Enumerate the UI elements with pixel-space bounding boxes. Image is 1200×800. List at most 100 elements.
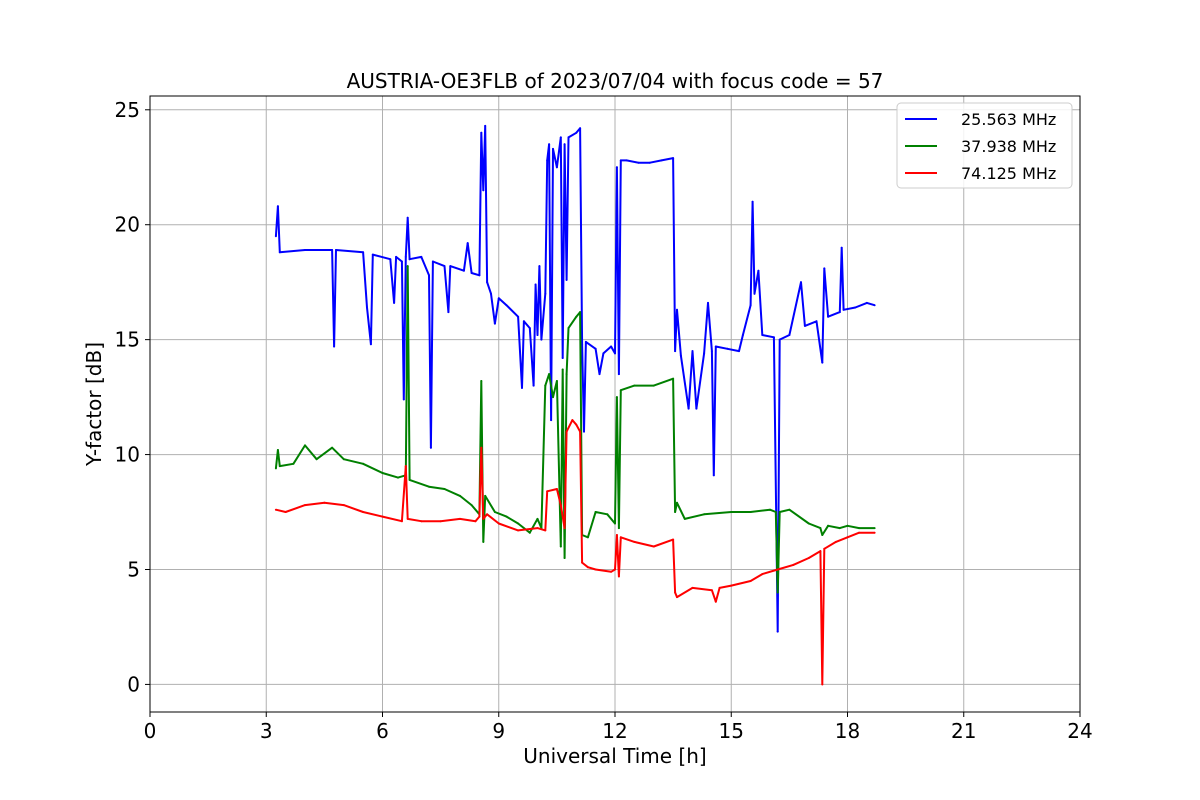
- data-point: [550, 419, 553, 422]
- data-point: [371, 253, 374, 256]
- data-point: [366, 306, 368, 309]
- data-point: [420, 520, 423, 523]
- data-point: [278, 251, 281, 254]
- data-point: [710, 589, 713, 592]
- data-point: [521, 386, 523, 389]
- data-point: [342, 504, 345, 507]
- data-point: [846, 536, 849, 539]
- data-point: [827, 524, 830, 527]
- data-point: [536, 334, 539, 336]
- data-point: [505, 304, 508, 307]
- data-point: [528, 531, 531, 534]
- data-point: [615, 534, 618, 536]
- data-point: [687, 407, 690, 410]
- data-point: [619, 159, 622, 162]
- data-point: [579, 127, 582, 130]
- data-point: [676, 596, 678, 599]
- data-point: [594, 511, 597, 513]
- data-point: [470, 272, 473, 274]
- data-point: [565, 373, 568, 376]
- data-point: [772, 336, 775, 339]
- y-tick-label: 5: [127, 557, 140, 581]
- data-point: [672, 538, 675, 541]
- data-point: [482, 517, 485, 520]
- data-point: [482, 189, 485, 192]
- data-point: [546, 159, 549, 162]
- data-point: [538, 265, 541, 268]
- x-tick-label: 21: [951, 719, 976, 743]
- data-point: [462, 269, 465, 272]
- data-point: [761, 334, 764, 336]
- data-point: [362, 462, 365, 465]
- data-point: [567, 327, 570, 330]
- data-point: [552, 147, 554, 150]
- data-point: [712, 474, 715, 477]
- data-point: [749, 511, 752, 513]
- data-point: [276, 449, 279, 451]
- data-point: [565, 278, 568, 281]
- data-point: [614, 352, 616, 355]
- data-point: [561, 357, 564, 359]
- data-point: [540, 338, 543, 341]
- data-point: [738, 350, 740, 353]
- legend-item: 74.125 MHz: [905, 164, 1056, 183]
- data-point: [619, 389, 622, 392]
- data-point: [544, 384, 547, 387]
- x-tick-label: 18: [835, 719, 860, 743]
- data-point: [674, 350, 677, 353]
- data-point: [517, 529, 520, 532]
- data-point: [449, 265, 452, 268]
- data-point: [447, 311, 450, 314]
- data-point: [672, 157, 675, 160]
- data-point: [679, 354, 682, 357]
- data-point: [807, 522, 810, 525]
- data-point: [714, 345, 717, 348]
- legend-item: 25.563 MHz: [905, 110, 1056, 129]
- data-point: [617, 373, 620, 376]
- data-point: [838, 311, 841, 314]
- data-point: [858, 527, 861, 530]
- data-point: [842, 308, 845, 311]
- data-point: [400, 260, 403, 263]
- data-point: [606, 513, 609, 516]
- y-tick-label: 25: [115, 98, 140, 122]
- data-point: [778, 338, 781, 341]
- data-point: [278, 465, 281, 468]
- data-point: [522, 320, 525, 323]
- data-point: [858, 531, 861, 534]
- data-point: [369, 343, 372, 346]
- data-point: [674, 511, 677, 513]
- data-point: [581, 561, 584, 564]
- data-point: [703, 513, 706, 516]
- data-point: [555, 380, 558, 382]
- data-point: [776, 630, 779, 633]
- x-tick-label: 24: [1067, 719, 1092, 743]
- data-point: [615, 166, 618, 169]
- data-point: [404, 255, 407, 258]
- data-point: [776, 591, 779, 594]
- data-point: [505, 515, 508, 518]
- data-point: [406, 216, 409, 219]
- data-point: [652, 545, 655, 548]
- legend-label: 37.938 MHz: [961, 137, 1056, 156]
- data-point: [823, 267, 826, 270]
- data-point: [594, 568, 597, 571]
- data-point: [459, 494, 461, 497]
- data-point: [493, 322, 496, 325]
- data-point: [559, 136, 562, 139]
- data-point: [528, 327, 531, 330]
- data-point: [546, 490, 549, 493]
- data-point: [559, 504, 562, 507]
- data-point: [676, 501, 678, 504]
- x-tick-label: 15: [719, 719, 744, 743]
- data-point: [821, 361, 824, 364]
- x-tick-label: 0: [144, 719, 157, 743]
- data-point: [757, 269, 760, 272]
- data-point: [480, 380, 483, 382]
- data-point: [614, 522, 616, 525]
- data-point: [544, 529, 547, 532]
- data-point: [408, 258, 411, 261]
- data-point: [718, 586, 721, 589]
- data-point: [741, 334, 744, 336]
- data-point: [803, 324, 806, 327]
